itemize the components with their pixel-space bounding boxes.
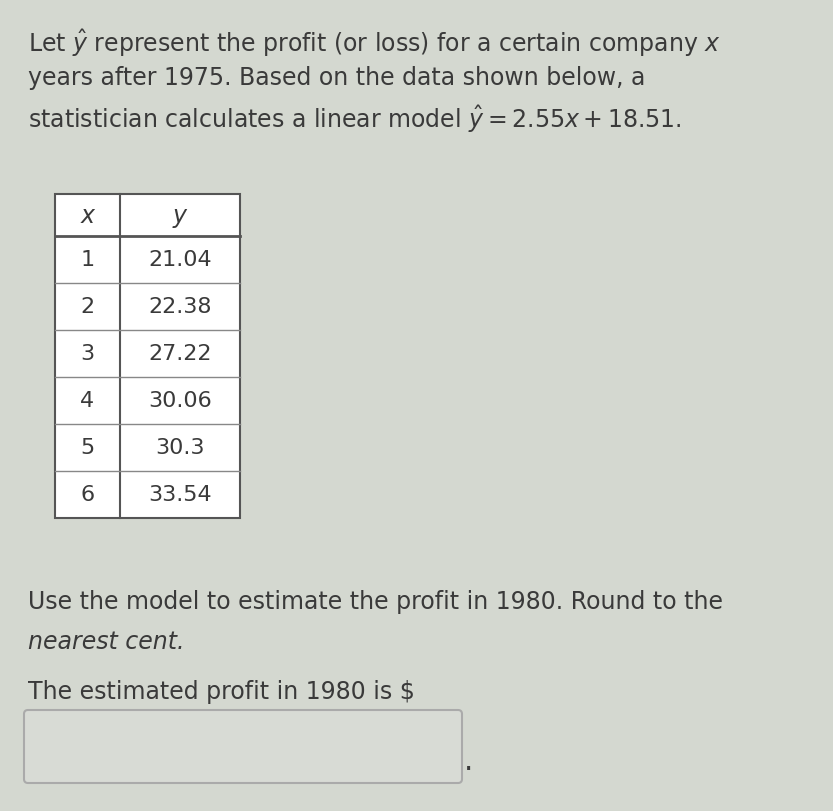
Text: The estimated profit in 1980 is $: The estimated profit in 1980 is $	[28, 679, 415, 703]
Text: 21.04: 21.04	[148, 250, 212, 270]
Text: 4: 4	[81, 391, 95, 411]
Text: 27.22: 27.22	[148, 344, 212, 364]
Text: 2: 2	[81, 297, 95, 317]
Text: 5: 5	[80, 438, 95, 458]
Text: 22.38: 22.38	[148, 297, 212, 317]
Text: 1: 1	[81, 250, 95, 270]
Text: Use the model to estimate the profit in 1980. Round to the: Use the model to estimate the profit in …	[28, 590, 723, 613]
FancyBboxPatch shape	[24, 710, 462, 783]
Text: statistician calculates a linear model $\hat{y} = 2.55x + 18.51$.: statistician calculates a linear model $…	[28, 104, 681, 135]
Text: 33.54: 33.54	[148, 485, 212, 505]
Text: 30.06: 30.06	[148, 391, 212, 411]
Text: 3: 3	[81, 344, 95, 364]
Text: x: x	[81, 204, 94, 228]
Text: nearest cent.: nearest cent.	[28, 629, 184, 653]
Text: years after 1975. Based on the data shown below, a: years after 1975. Based on the data show…	[28, 66, 646, 90]
FancyBboxPatch shape	[55, 195, 240, 518]
Text: y: y	[173, 204, 187, 228]
Text: 6: 6	[81, 485, 95, 505]
Text: 30.3: 30.3	[155, 438, 205, 458]
Text: .: .	[464, 747, 473, 775]
Text: Let $\hat{y}$ represent the profit (or loss) for a certain company $x$: Let $\hat{y}$ represent the profit (or l…	[28, 28, 721, 59]
